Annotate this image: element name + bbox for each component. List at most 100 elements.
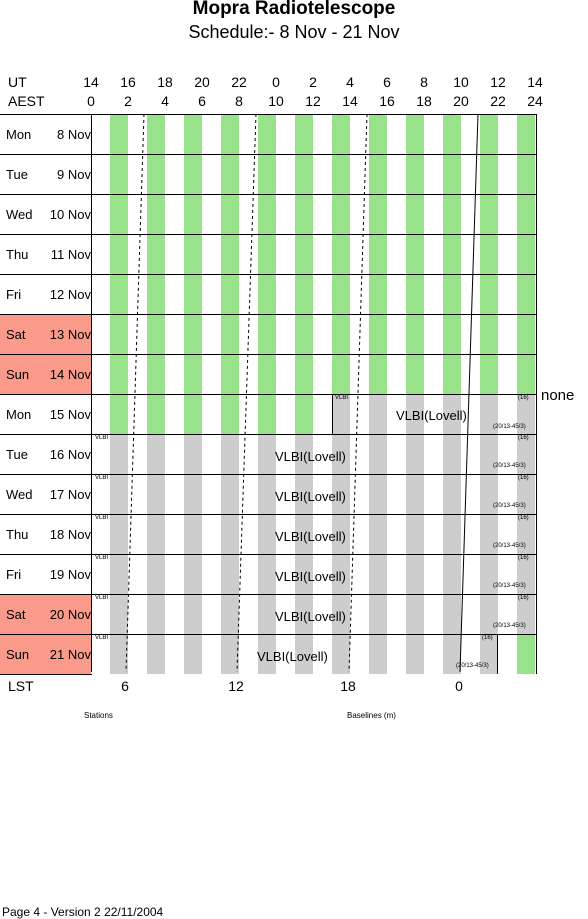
- stations-count: (16): [518, 555, 529, 561]
- day-name: Thu: [6, 246, 29, 262]
- row-divider: [0, 314, 537, 315]
- ut-hour-label: 6: [383, 74, 391, 90]
- time-stripe: [443, 474, 461, 514]
- stations-count: (16): [518, 475, 529, 481]
- time-stripe: [480, 474, 498, 514]
- aest-hour-label: 14: [342, 93, 358, 109]
- time-stripe: [406, 634, 424, 674]
- time-stripe: [480, 554, 498, 594]
- day-date: 15 Nov: [49, 406, 91, 422]
- ut-hour-label: 14: [83, 74, 99, 90]
- vlbi-tag: VLBI: [95, 515, 109, 521]
- time-stripe: [147, 434, 165, 474]
- vlbi-tag: VLBI: [95, 595, 109, 601]
- time-stripe: [406, 194, 424, 234]
- day-date: 9 Nov: [57, 166, 91, 182]
- day-label: Mon 15 Nov: [0, 394, 91, 434]
- time-stripe: [221, 634, 239, 674]
- day-name: Thu: [6, 526, 29, 542]
- time-stripe: [369, 194, 387, 234]
- ut-hour-label: 18: [157, 74, 173, 90]
- time-stripe: [443, 114, 461, 154]
- aest-hour-label: 24: [527, 93, 543, 109]
- grid-right-border: [536, 434, 537, 474]
- time-stripe: [517, 474, 535, 514]
- none-label: none: [541, 387, 575, 404]
- time-stripe: [443, 234, 461, 274]
- time-stripe: [443, 314, 461, 354]
- day-label: Tue 9 Nov: [0, 154, 91, 194]
- row-divider: [0, 114, 537, 115]
- time-stripe: [110, 634, 128, 674]
- lst-hour-label: 0: [455, 678, 463, 694]
- day-date: 8 Nov: [57, 126, 91, 142]
- day-date: 18 Nov: [49, 526, 91, 542]
- baselines-info: (20/13-45/3): [456, 663, 489, 669]
- day-label: Sun 21 Nov: [0, 634, 91, 674]
- ut-hour-label: 10: [453, 74, 469, 90]
- time-stripe: [147, 234, 165, 274]
- time-stripe: [147, 154, 165, 194]
- time-stripe: [295, 514, 313, 554]
- time-stripe: [295, 194, 313, 234]
- page-subtitle: Schedule:- 8 Nov - 21 Nov: [188, 22, 400, 42]
- baselines-info: (20/13-45/3): [493, 583, 526, 589]
- lst-axis-label: LST: [8, 678, 34, 694]
- ut-hour-label: 2: [309, 74, 317, 90]
- time-stripe: [517, 114, 535, 154]
- row-divider: [0, 394, 537, 395]
- time-stripe: [295, 154, 313, 194]
- stations-label: Stations: [84, 711, 113, 720]
- time-stripe: [443, 194, 461, 234]
- time-stripe: [332, 394, 350, 434]
- day-label: Thu 11 Nov: [0, 234, 91, 274]
- time-stripe: [221, 234, 239, 274]
- time-stripe: [369, 354, 387, 394]
- baselines-info: (20/13-45/3): [493, 623, 526, 629]
- time-stripe: [406, 314, 424, 354]
- time-stripe: [480, 314, 498, 354]
- time-stripe: [221, 274, 239, 314]
- aest-hour-label: 16: [379, 93, 395, 109]
- time-stripe: [110, 234, 128, 274]
- baselines-info: (20/13-45/3): [493, 543, 526, 549]
- time-stripe: [369, 154, 387, 194]
- time-stripe: [110, 594, 128, 634]
- time-stripe: [480, 634, 498, 674]
- vlbi-label: VLBI(Lovell): [275, 449, 346, 464]
- day-date: 10 Nov: [49, 206, 91, 222]
- vlbi-tag: VLBI: [95, 635, 109, 641]
- time-stripe: [480, 234, 498, 274]
- time-stripe: [443, 274, 461, 314]
- time-stripe: [110, 154, 128, 194]
- ut-hour-label: 20: [194, 74, 210, 90]
- time-stripe: [221, 154, 239, 194]
- ut-hour-label: 16: [120, 74, 136, 90]
- day-name: Sun: [6, 646, 30, 662]
- time-stripe: [184, 394, 202, 434]
- time-stripe: [480, 194, 498, 234]
- time-stripe: [517, 634, 535, 674]
- time-stripe: [517, 594, 535, 634]
- time-stripe: [221, 594, 239, 634]
- vlbi-label: VLBI(Lovell): [275, 609, 346, 624]
- day-label: Fri 19 Nov: [0, 554, 91, 594]
- grid-right-border: [536, 594, 537, 634]
- time-stripe: [332, 514, 350, 554]
- time-stripe: [258, 194, 276, 234]
- time-stripe: [258, 234, 276, 274]
- time-stripe: [369, 474, 387, 514]
- time-stripe: [295, 114, 313, 154]
- day-name: Mon: [6, 406, 32, 422]
- time-stripe: [443, 514, 461, 554]
- day-date: 19 Nov: [49, 566, 91, 582]
- stations-count: (16): [518, 515, 529, 521]
- vlbi-label: VLBI(Lovell): [275, 489, 346, 504]
- day-date: 21 Nov: [49, 646, 91, 662]
- time-stripe: [147, 194, 165, 234]
- grid-right-border: [536, 114, 537, 434]
- time-stripe: [369, 514, 387, 554]
- time-stripe: [517, 234, 535, 274]
- time-stripe: [295, 434, 313, 474]
- day-date: 13 Nov: [49, 326, 91, 342]
